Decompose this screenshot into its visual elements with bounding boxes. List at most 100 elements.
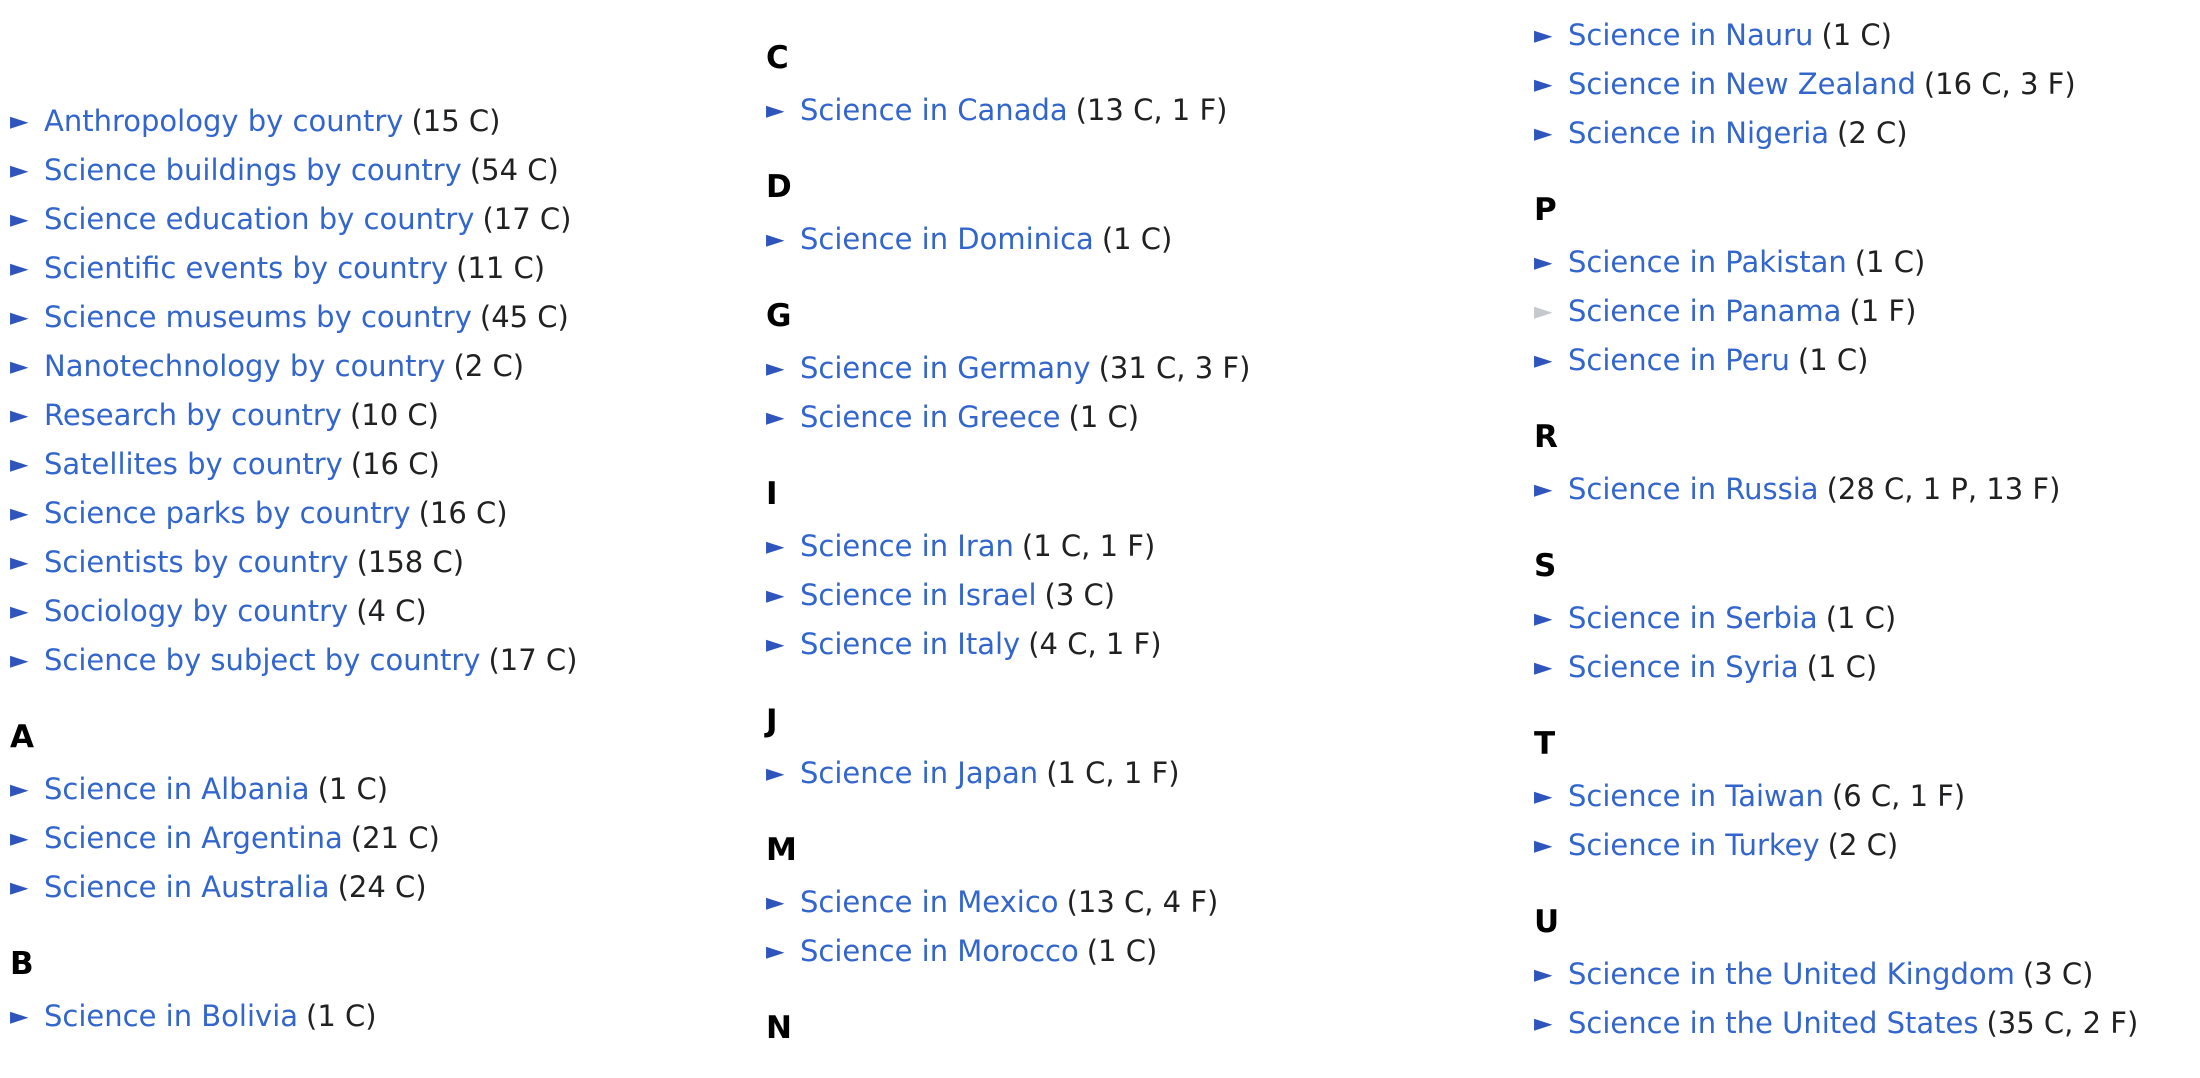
category-link[interactable]: Science buildings by country [44,152,462,187]
triangle-right-expand-icon[interactable]: ► [766,224,785,253]
triangle-right-expand-icon[interactable]: ► [10,449,29,478]
triangle-right-expand-icon[interactable]: ► [1534,781,1553,810]
category-link[interactable]: Science in Serbia [1568,600,1818,635]
category-link[interactable]: Science in Australia [44,869,330,904]
triangle-right-expand-icon[interactable]: ► [10,774,29,803]
category-link[interactable]: Satellites by country [44,446,343,481]
section-heading: J [766,703,778,739]
category-link[interactable]: Science in Bolivia [44,998,299,1033]
category-link[interactable]: Science by subject by country [44,642,481,677]
category-count: (24 C) [337,869,427,904]
category-count: (1 C, 1 F) [1046,755,1180,790]
section-heading: C [766,40,789,76]
triangle-right-expand-icon[interactable]: ► [766,758,785,787]
category-item: ► Science in Serbia (1 C) [1534,593,2194,642]
category-link[interactable]: Scientists by country [44,544,349,579]
category-count: (1 C, 1 F) [1021,528,1156,563]
category-link[interactable]: Science in Russia [1568,471,1819,506]
triangle-right-expand-icon[interactable]: ► [1534,830,1553,859]
triangle-right-expand-icon[interactable]: ► [10,596,29,625]
triangle-right-expand-icon[interactable]: ► [766,402,785,431]
triangle-right-expand-icon[interactable]: ► [10,872,29,901]
category-count: (16 C, 3 F) [1923,66,2076,101]
category-link[interactable]: Science in Mexico [800,884,1059,919]
triangle-right-expand-icon[interactable]: ► [1534,959,1553,988]
triangle-right-expand-icon[interactable]: ► [10,253,29,282]
category-item: ► Science in Australia (24 C) [10,862,740,911]
triangle-right-expand-icon[interactable]: ► [10,645,29,674]
category-link[interactable]: Science in Taiwan [1568,778,1824,813]
triangle-right-expand-icon[interactable]: ► [1534,652,1553,681]
triangle-right-expand-icon[interactable]: ► [10,823,29,852]
category-item: ► Science education by country (17 C) [10,194,740,243]
category-count: (21 C) [350,820,440,855]
triangle-right-expand-icon[interactable]: ► [1534,118,1553,147]
category-link[interactable]: Science in Morocco [800,933,1079,968]
category-link[interactable]: Science in New Zealand [1568,66,1916,101]
category-link[interactable]: Science in Nauru [1568,17,1814,52]
triangle-right-expand-icon[interactable]: ► [1534,247,1553,276]
triangle-right-expand-icon[interactable]: ► [766,353,785,382]
category-count: (31 C, 3 F) [1098,350,1251,385]
triangle-right-expand-icon[interactable]: ► [10,204,29,233]
category-link[interactable]: Science in Argentina [44,820,343,855]
category-link[interactable]: Science parks by country [44,495,411,530]
category-item: ► Research by country (10 C) [10,390,740,439]
triangle-right-expand-icon[interactable]: ► [766,887,785,916]
triangle-right-expand-icon[interactable]: ► [766,531,785,560]
triangle-right-expand-icon[interactable]: ► [10,1001,29,1030]
triangle-right-expand-icon[interactable]: ► [766,580,785,609]
category-count: (11 C) [456,250,546,285]
triangle-right-expand-icon[interactable]: ► [1534,345,1553,374]
triangle-right-expand-icon[interactable]: ► [10,302,29,331]
triangle-right-expand-icon[interactable]: ► [10,400,29,429]
category-link[interactable]: Science museums by country [44,299,472,334]
category-link[interactable]: Science in the United Kingdom [1568,956,2015,991]
category-count: (1 C) [317,771,389,806]
category-count: (28 C, 1 P, 13 F) [1826,471,2061,506]
triangle-right-expand-icon[interactable]: ► [10,547,29,576]
category-link[interactable]: Science in Turkey [1568,827,1820,862]
category-link[interactable]: Science in Germany [800,350,1091,385]
category-link[interactable]: Science in the United States [1568,1005,1979,1040]
category-link[interactable]: Nanotechnology by country [44,348,446,383]
section-heading: G [766,298,792,334]
triangle-right-expand-icon[interactable]: ► [10,155,29,184]
triangle-right-expand-icon[interactable]: ► [1534,69,1553,98]
triangle-right-expand-icon[interactable]: ► [10,351,29,380]
category-count: (45 C) [479,299,569,334]
triangle-right-expand-icon[interactable]: ► [1534,603,1553,632]
category-link[interactable]: Science in Israel [800,577,1037,612]
triangle-right-expand-icon[interactable]: ► [1534,1008,1553,1037]
category-item: ► Scientific events by country (11 C) [10,243,740,292]
category-link[interactable]: Anthropology by country [44,103,404,138]
category-link[interactable]: Science in Pakistan [1568,244,1847,279]
triangle-right-expand-icon[interactable]: ► [1534,474,1553,503]
section-heading: R [1534,419,1558,455]
category-count: (1 C) [1101,221,1173,256]
category-item: ► Nanotechnology by country (2 C) [10,341,740,390]
category-link[interactable]: Science in Canada [800,92,1068,127]
category-link[interactable]: Science in Greece [800,399,1061,434]
category-link[interactable]: Science in Albania [44,771,310,806]
category-link[interactable]: Research by country [44,397,342,432]
triangle-right-expand-icon[interactable]: ► [766,95,785,124]
category-link[interactable]: Science in Iran [800,528,1014,563]
category-link[interactable]: Science in Dominica [800,221,1094,256]
category-link[interactable]: Science in Nigeria [1568,115,1830,150]
category-count: (10 C) [349,397,439,432]
category-link[interactable]: Science in Peru [1568,342,1790,377]
category-link[interactable]: Sociology by country [44,593,349,628]
category-link[interactable]: Science in Japan [800,755,1039,790]
triangle-right-expand-icon[interactable]: ► [766,936,785,965]
category-item: ► Science in Panama (1 F) [1534,286,2194,335]
triangle-right-expand-icon[interactable]: ► [10,498,29,527]
triangle-right-expand-icon[interactable]: ► [1534,20,1553,49]
triangle-right-expand-icon[interactable]: ► [766,629,785,658]
triangle-right-expand-icon[interactable]: ► [10,106,29,135]
category-link[interactable]: Scientific events by country [44,250,449,285]
category-link[interactable]: Science education by country [44,201,475,236]
category-link[interactable]: Science in Italy [800,626,1021,661]
category-link[interactable]: Science in Syria [1568,649,1799,684]
category-link[interactable]: Science in Panama [1568,293,1842,328]
